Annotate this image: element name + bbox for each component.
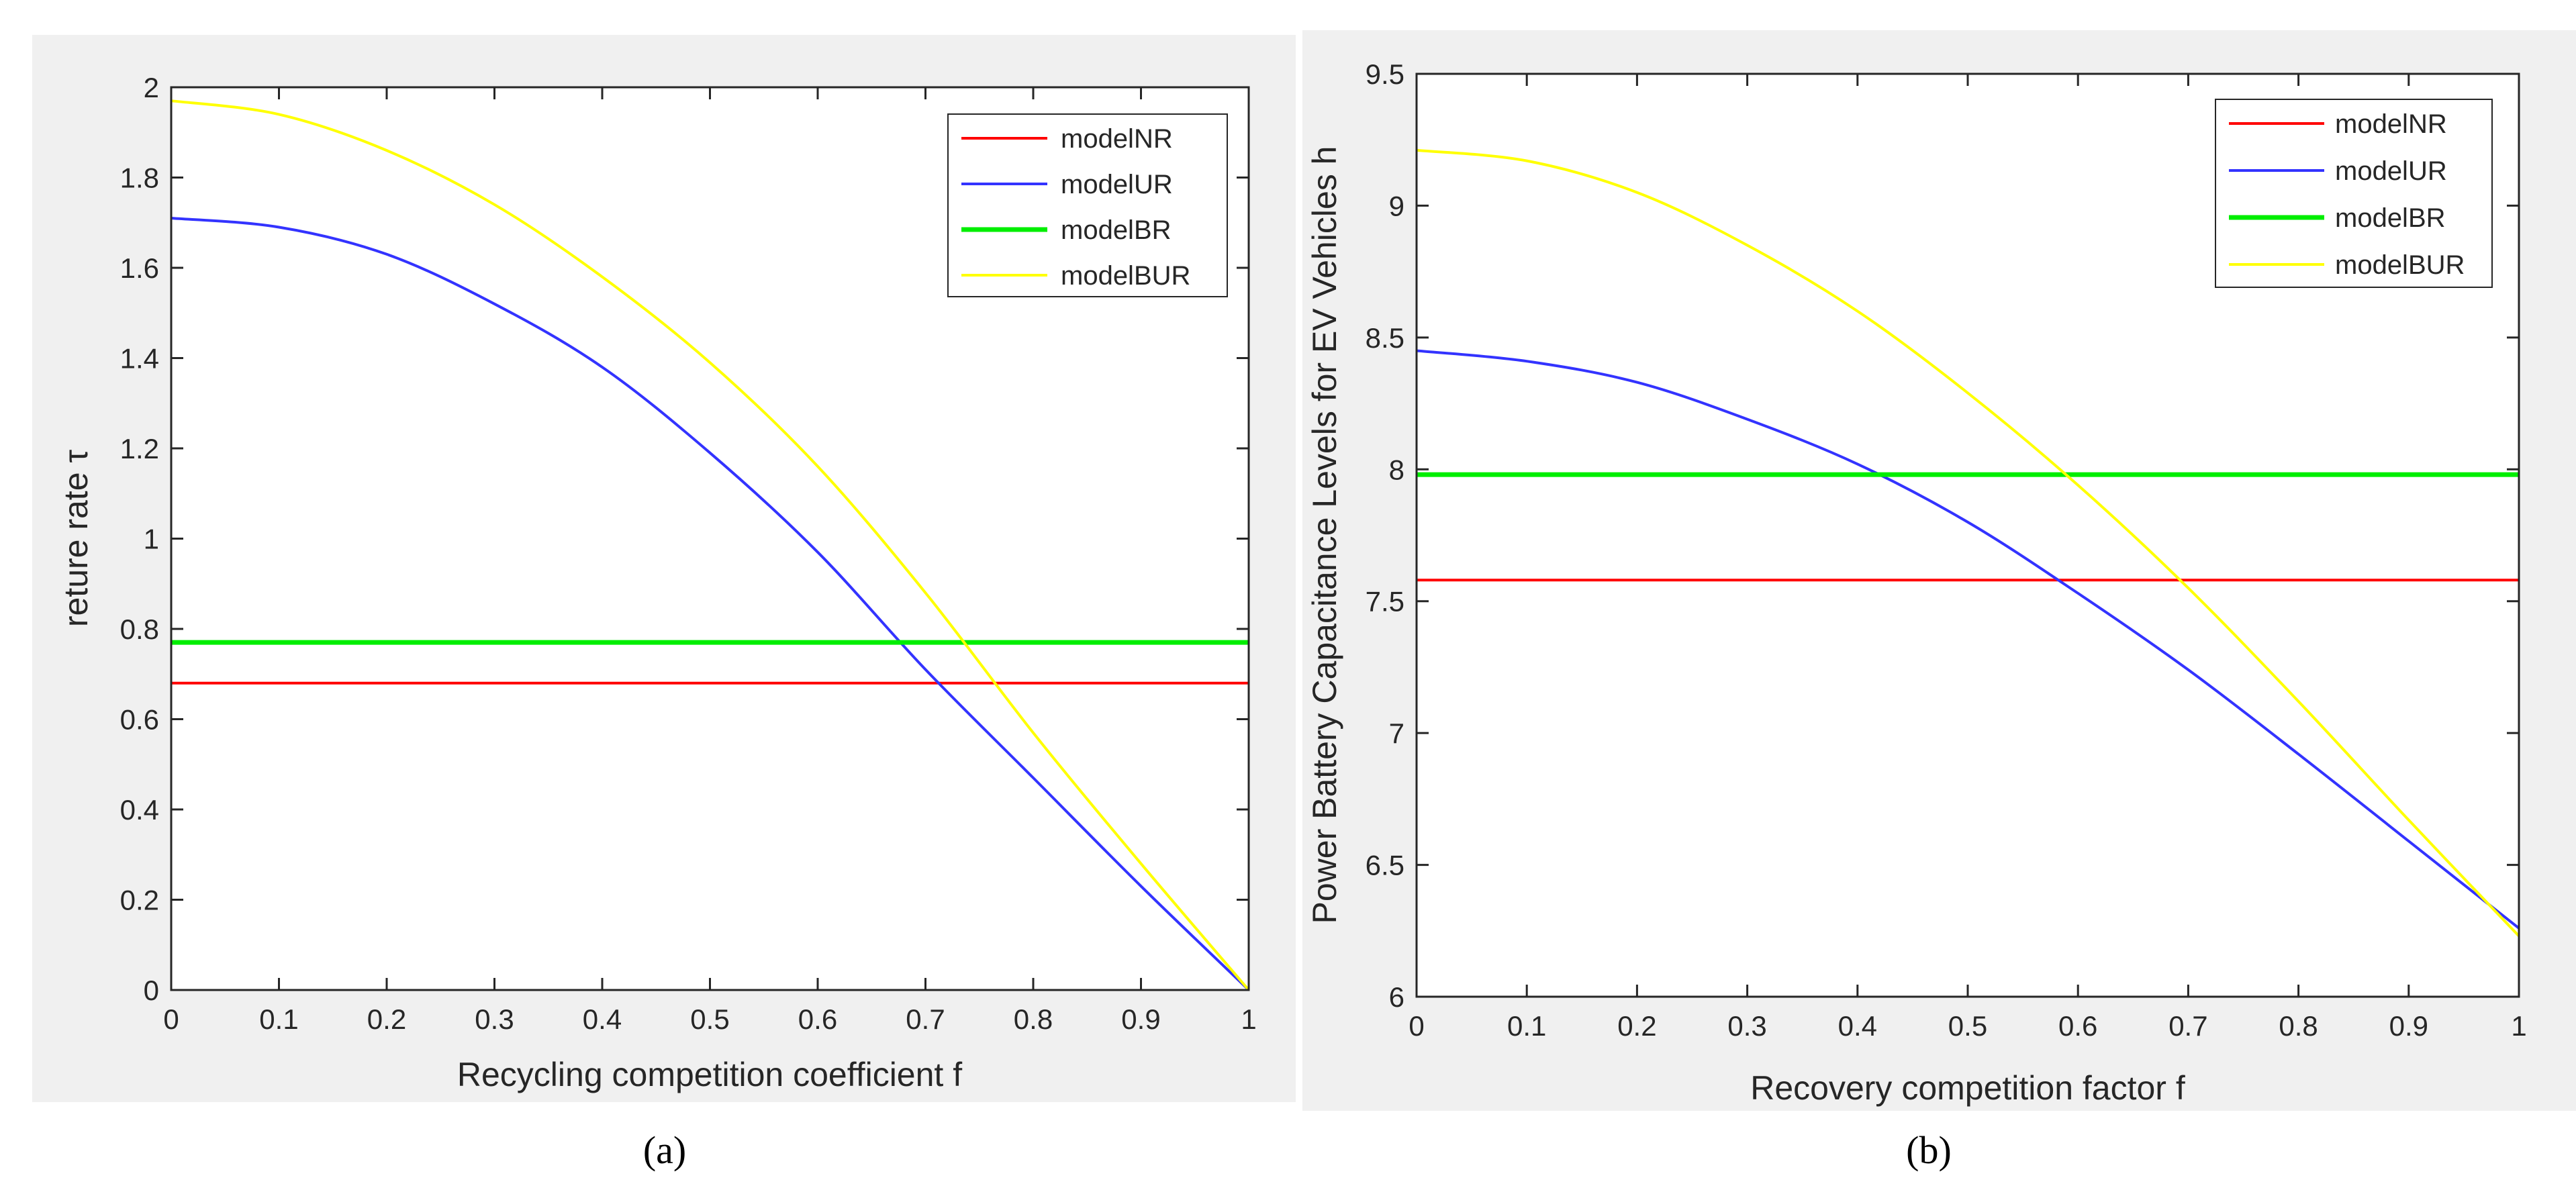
panel-a-x-tick-label: 0.4 xyxy=(583,1003,622,1035)
panel-b-y-tick-label: 9.5 xyxy=(1366,58,1404,90)
panel-b-x-tick-label: 0.4 xyxy=(1838,1010,1877,1042)
panel-a-y-tick-label: 1.4 xyxy=(120,343,159,375)
panel-a-x-tick-label: 0.8 xyxy=(1014,1003,1053,1035)
panel-b-y-tick-label: 9 xyxy=(1389,190,1404,221)
panel-b-x-tick-label: 0.5 xyxy=(1948,1010,1987,1042)
panel-a-y-tick-label: 0 xyxy=(144,975,159,1006)
panel-a-x-tick-label: 0.6 xyxy=(798,1003,837,1035)
panel-b-x-tick-label: 0 xyxy=(1409,1010,1424,1042)
panel-b-x-tick-label: 0.2 xyxy=(1617,1010,1656,1042)
panel-b-x-tick-label: 1 xyxy=(2511,1010,2526,1042)
panel-a-y-tick-label: 2 xyxy=(144,72,159,103)
panel-a-y-tick-label: 1.6 xyxy=(120,252,159,284)
panel-b-y-tick-label: 8.5 xyxy=(1366,322,1404,354)
panel-a-label: (a) xyxy=(643,1128,686,1172)
panel-a-y-tick-label: 0.8 xyxy=(120,613,159,645)
panel-a-legend-box xyxy=(947,113,1228,297)
panel-a: 0 0.1 0.2 0.3 0.4 0.5 0.6 0.7 0.8 0.9 1 0 0.2 0.4 0.6 0… xyxy=(32,35,1296,1172)
panel-b-label: (b) xyxy=(1906,1128,1952,1172)
panel-a-legend-label-modelur: modelUR xyxy=(1061,170,1173,199)
panel-a-legend-label-modelbr: modelBR xyxy=(1061,215,1172,245)
panel-a-y-axis-label: reture rate τ xyxy=(57,450,95,628)
panel-b-x-tick-label: 0.9 xyxy=(2389,1010,2428,1042)
panel-a-x-tick-label: 0.2 xyxy=(367,1003,406,1035)
panel-b-legend-label-modelnr: modelNR xyxy=(2335,109,2447,139)
panel-b-legend-label-modelur: modelUR xyxy=(2335,156,2447,186)
panel-b-y-tick-label: 8 xyxy=(1389,454,1404,485)
panel-a-legend-label-modelbur: modelBUR xyxy=(1061,261,1190,291)
panel-a-y-tick-label: 0.6 xyxy=(120,704,159,736)
panel-b-x-tick-label: 0.8 xyxy=(2279,1010,2318,1042)
panel-b-legend-box xyxy=(2215,99,2493,288)
panel-b-x-tick-label: 0.3 xyxy=(1727,1010,1766,1042)
panel-a-x-axis-label: Recycling competition coefficient f xyxy=(457,1056,962,1093)
panel-a-x-tick-label: 0.9 xyxy=(1121,1003,1160,1035)
panel-b-legend: modelNR modelUR modelBR modelBUR xyxy=(2215,99,2493,288)
panel-b-y-tick-label: 7.5 xyxy=(1366,586,1404,617)
panel-a-y-tick-label: 0.2 xyxy=(120,885,159,916)
panel-a-y-tick-label: 1 xyxy=(144,524,159,555)
panel-a-x-tick-label: 1 xyxy=(1241,1003,1256,1035)
panel-a-y-tick-label: 1.8 xyxy=(120,162,159,194)
panel-a-legend-label-modelnr: modelNR xyxy=(1061,124,1173,154)
panel-b: 0 0.1 0.2 0.3 0.4 0.5 0.6 0.7 0.8 0.9 1 6 6.5 7 7.5 8 8.… xyxy=(1302,30,2576,1172)
panel-a-y-tick-label: 1.2 xyxy=(120,433,159,464)
panel-a-legend: modelNR modelUR modelBR modelBUR xyxy=(947,113,1228,297)
panel-b-legend-label-modelbr: modelBR xyxy=(2335,203,2446,233)
panel-b-x-tick-label: 0.1 xyxy=(1507,1010,1546,1042)
panel-a-x-tick-label: 0.1 xyxy=(259,1003,298,1035)
panel-b-y-axis-label: Power Battery Capacitance Levels for EV … xyxy=(1306,146,1343,924)
panel-b-x-tick-label: 0.6 xyxy=(2058,1010,2097,1042)
panel-b-x-tick-label: 0.7 xyxy=(2168,1010,2207,1042)
panel-b-y-tick-label: 6 xyxy=(1389,981,1404,1013)
panel-b-legend-label-modelbur: modelBUR xyxy=(2335,250,2465,280)
panel-a-x-tick-label: 0.7 xyxy=(906,1003,945,1035)
panel-a-series-modelur xyxy=(171,217,1250,991)
panel-b-y-tick-label: 6.5 xyxy=(1366,850,1404,881)
panel-b-series-modelbur xyxy=(1416,148,2520,937)
panel-a-x-tick-label: 0.3 xyxy=(475,1003,514,1035)
panel-a-series-modelbur xyxy=(171,99,1250,991)
panel-a-x-tick-label: 0.5 xyxy=(690,1003,729,1035)
panel-b-x-axis-label: Recovery competition factor f xyxy=(1750,1069,2185,1107)
panel-a-x-tick-label: 0 xyxy=(163,1003,179,1035)
panel-b-y-tick-label: 7 xyxy=(1389,717,1404,749)
panel-b-series-modelur xyxy=(1416,349,2520,930)
panel-a-y-tick-label: 0.4 xyxy=(120,794,159,826)
